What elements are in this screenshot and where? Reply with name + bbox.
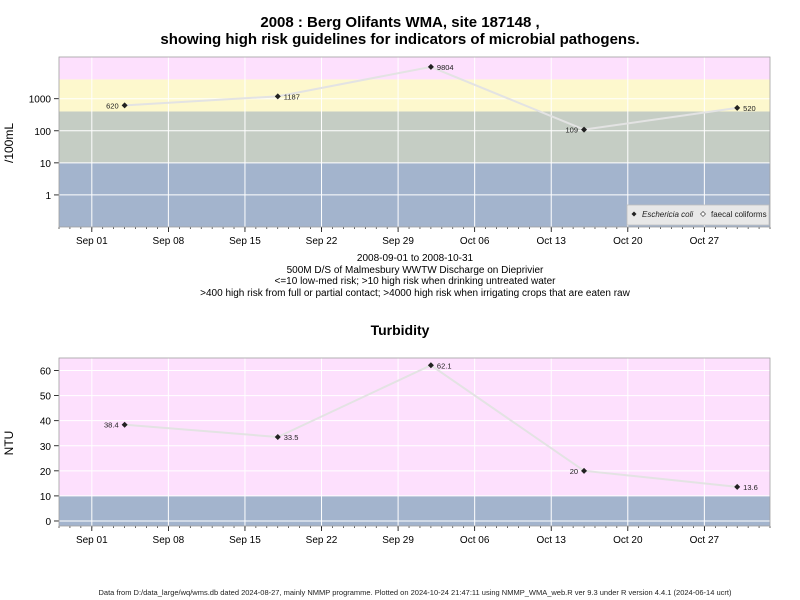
y-tick-label: 100 (34, 127, 51, 138)
x-tick-label: Oct 20 (613, 236, 643, 247)
data-point (734, 483, 741, 490)
y-tick-label: 50 (40, 392, 52, 403)
chart-title-line1: 2008 : Berg Olifants WMA, site 187148 , (260, 14, 540, 31)
data-label: 38.4 (104, 421, 119, 430)
plot-frame (58, 357, 771, 527)
x-tick-label: Sep 29 (382, 236, 414, 247)
x-tick-label: Sep 15 (229, 236, 261, 247)
data-label: 109 (566, 126, 579, 135)
microbial-chart: Sep 01 Sep 08 Sep 15 Sep 22 Sep 29 Oct 06 Oct … (29, 56, 771, 247)
risk-band-2 (59, 79, 770, 112)
data-point (121, 102, 128, 109)
x-tick-label: Oct 06 (460, 535, 490, 546)
y-axis-label-micro: /100mL (2, 123, 16, 163)
data-label: 62.1 (437, 361, 452, 370)
turbidity-chart: Sep 01 Sep 08 Sep 15 Sep 22 Sep 29 Oct 06 Oct … (40, 357, 771, 546)
caption-line-drinking: <=10 low-med risk; >10 high risk when dr… (274, 276, 556, 287)
legend-marker-ecoli (631, 211, 637, 217)
x-tick-label: Sep 22 (306, 236, 338, 247)
x-tick-label: Sep 29 (382, 535, 414, 546)
chart-title-line2: showing high risk guidelines for indicat… (160, 31, 640, 48)
y-tick-label: 1000 (29, 95, 52, 106)
data-label: 1187 (284, 92, 300, 101)
y-tick-label: 1 (45, 191, 51, 202)
x-tick-label: Oct 20 (613, 535, 643, 546)
y-tick-label: 40 (40, 417, 52, 428)
axis-titles: /100mL NTU (2, 123, 16, 456)
x-tick-label: Oct 13 (536, 236, 566, 247)
x-tick-label: Sep 01 (76, 535, 108, 546)
y-tick-label: 10 (40, 492, 52, 503)
y-tick-label: 30 (40, 442, 52, 453)
x-tick-label: Oct 13 (536, 535, 566, 546)
caption-line-site: 500M D/S of Malmesbury WWTW Discharge on… (286, 264, 544, 276)
turbidity-title: Turbidity (370, 322, 430, 338)
plot-frame (58, 56, 771, 228)
legend-label-ecoli: Eschericia coli (642, 210, 693, 219)
data-point (581, 467, 588, 474)
data-point (274, 433, 281, 440)
legend-marker-faecal-coliforms (700, 211, 706, 217)
data-point (427, 63, 434, 70)
data-point (121, 421, 128, 428)
caption-line-contact: >400 high risk from full or partial cont… (200, 287, 630, 299)
x-tick-label: Sep 15 (229, 535, 261, 546)
legend-label-faecal-coliforms: faecal coliforms (711, 210, 767, 219)
x-tick-label: Sep 08 (153, 236, 185, 247)
data-label: 9804 (437, 63, 454, 72)
y-tick-label: 60 (40, 367, 52, 378)
data-label: 13.6 (743, 483, 758, 492)
caption-line-date-range: 2008-09-01 to 2008-10-31 (356, 253, 474, 264)
y-axis-label-turbidity: NTU (2, 431, 16, 456)
data-label: 33.5 (284, 433, 299, 442)
footer-note: Data from D:/data_large/wq/wms.db dated … (98, 588, 732, 597)
legend-box (626, 204, 770, 226)
x-tick-label: Oct 27 (690, 535, 720, 546)
data-point (581, 126, 588, 133)
risk-band-1 (59, 358, 770, 496)
risk-band-0 (59, 495, 770, 526)
data-label: 20 (570, 467, 578, 476)
data-point (427, 362, 434, 369)
risk-band-3 (59, 57, 770, 80)
y-tick-label: 10 (40, 159, 52, 170)
x-tick-label: Sep 22 (306, 535, 338, 546)
data-label: 520 (743, 104, 756, 113)
x-tick-label: Oct 27 (690, 236, 720, 247)
data-point (734, 104, 741, 111)
legend: Eschericia coli faecal coliforms (626, 204, 770, 226)
x-tick-label: Oct 06 (460, 236, 490, 247)
data-point (274, 93, 281, 100)
data-label: 620 (106, 101, 119, 110)
x-tick-label: Sep 01 (76, 236, 108, 247)
y-tick-label: 20 (40, 467, 52, 478)
y-tick-label: 0 (45, 517, 51, 528)
chart-caption: 2008-09-01 to 2008-10-31 500M D/S of Mal… (0, 253, 800, 299)
x-tick-label: Sep 08 (153, 535, 185, 546)
